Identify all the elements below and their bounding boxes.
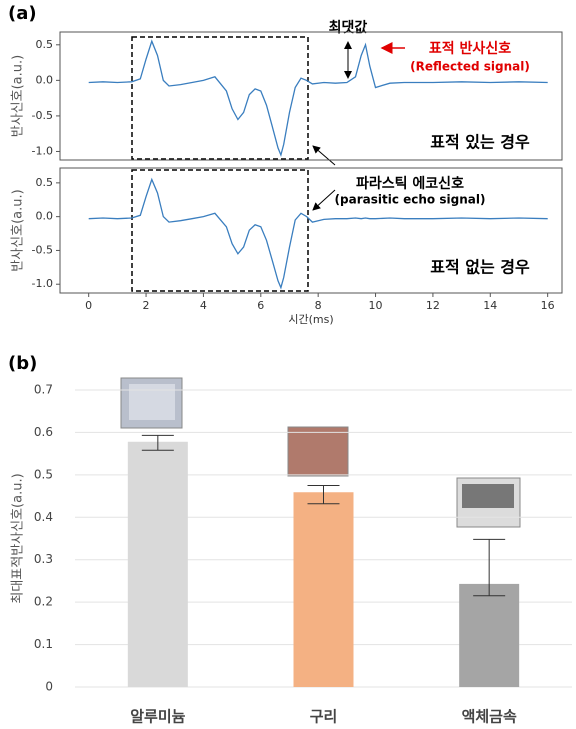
y-tick-label: 0.2 [34, 595, 53, 609]
x-tick-label: 0 [85, 299, 92, 312]
y-tick-label: 0.0 [36, 210, 54, 223]
y-tick-label: 0.1 [34, 637, 53, 651]
figure: (a) 반사신호(a.u.) 최댓값표적 반사신호 (Reflected signal… [0, 0, 576, 729]
x-tick-label: 구리 [310, 708, 338, 726]
annotation: 파라스틱 에코신호 [356, 175, 464, 192]
x-tick-label: 8 [315, 299, 322, 312]
x-axis-label: 시간(ms) [288, 313, 333, 326]
annotation: (parasitic echo signal) [335, 193, 486, 207]
y-tick-label: -1.0 [32, 277, 53, 290]
annotation: (Reflected signal) [410, 60, 530, 74]
y-tick-label: 0.0 [36, 73, 54, 86]
y-tick-label: 0.5 [36, 176, 54, 189]
annotation: 표적 반사신호 [429, 40, 511, 57]
y-tick-label: 0.3 [34, 552, 53, 566]
y-tick-label: 0.5 [36, 38, 54, 51]
annotation: 표적 없는 경우 [430, 258, 530, 277]
echo-arrow [313, 146, 335, 165]
x-tick-label: 12 [426, 299, 440, 312]
y-tick-label: -1.0 [32, 144, 53, 157]
y-tick-label: 0.6 [34, 425, 53, 439]
y-tick-label: -0.5 [32, 243, 53, 256]
photo-copper [288, 427, 348, 476]
y-tick-label: -0.5 [32, 109, 53, 122]
x-tick-label: 10 [369, 299, 383, 312]
y-axis-label: 반사신호(a.u.) [11, 189, 26, 271]
photo-aluminum-sheet [129, 384, 175, 420]
panel-label: (b) [8, 353, 37, 374]
y-tick-label: 0.4 [34, 510, 53, 524]
x-tick-label: 6 [257, 299, 264, 312]
panel-label: (a) [8, 3, 37, 24]
x-tick-label: 14 [483, 299, 497, 312]
y-axis-label: 반사신호(a.u.) [11, 55, 26, 137]
annotation: 최댓값 [329, 19, 368, 36]
x-tick-label: 4 [200, 299, 207, 312]
photo-liquid-metal-fill [462, 484, 514, 508]
dashed-box [132, 170, 308, 291]
bar [294, 492, 354, 687]
echo-arrow [313, 190, 335, 210]
bar [459, 584, 519, 687]
x-tick-label: 액체금속 [462, 708, 517, 726]
bar [128, 442, 188, 687]
x-tick-label: 2 [143, 299, 150, 312]
y-tick-label: 0.7 [34, 383, 53, 397]
y-tick-label: 0 [45, 680, 53, 694]
y-tick-label: 0.5 [34, 467, 53, 481]
x-tick-label: 알루미늄 [130, 708, 185, 726]
y-axis-label: 최대표적반사신호(a.u.) [11, 473, 26, 603]
x-tick-label: 16 [541, 299, 555, 312]
annotation: 표적 있는 경우 [430, 133, 530, 152]
dashed-box [132, 37, 308, 159]
